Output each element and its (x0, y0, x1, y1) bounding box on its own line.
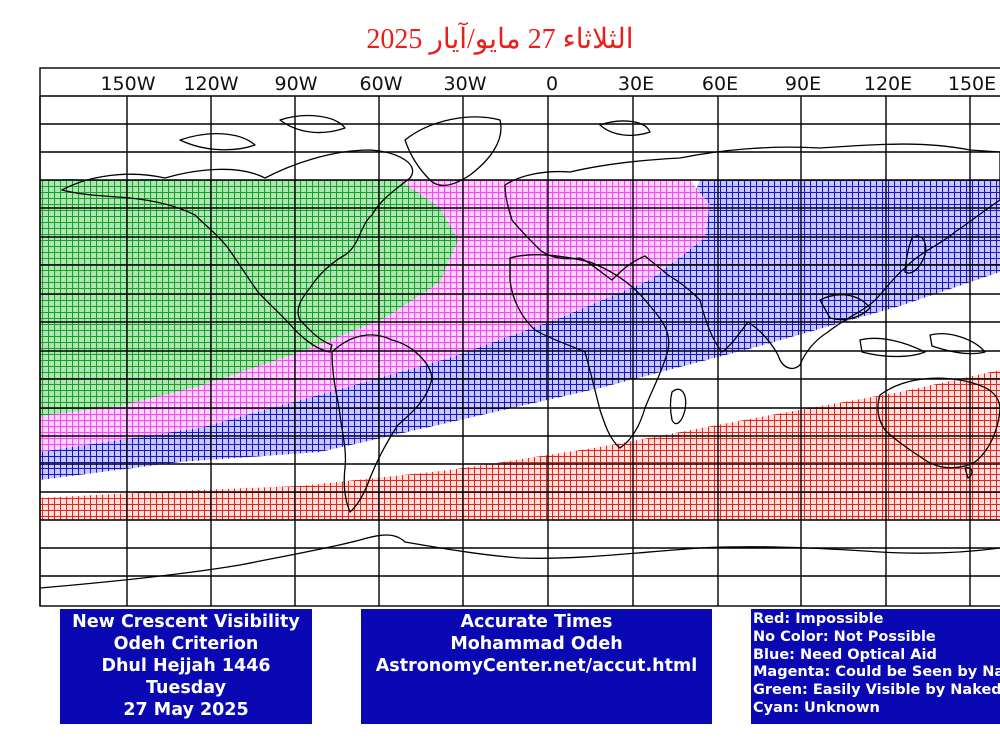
longitude-label: 90W (275, 73, 318, 95)
longitude-label: 120W (183, 73, 238, 95)
longitude-label: 60E (702, 73, 738, 95)
graticule (39, 95, 1000, 606)
longitude-label: 30E (618, 73, 654, 95)
longitude-label: 60W (360, 73, 403, 95)
longitude-label: 0 (546, 73, 558, 95)
longitude-label: 150E (948, 73, 996, 95)
credit-line: AstronomyCenter.net/accut.html (375, 656, 698, 676)
longitude-label: 120E (864, 73, 912, 95)
info-line: Odeh Criterion (113, 634, 259, 654)
longitude-label: 90E (785, 73, 821, 95)
map-frame (39, 67, 1000, 607)
map-title: الثلاثاء 27 مايو/آيار 2025 (366, 24, 634, 55)
legend-item: Red: Impossible (753, 611, 884, 627)
legend-item: Green: Easily Visible by Naked Eye (753, 682, 1000, 699)
credit-box: Accurate Times Mohammad Odeh AstronomyCe… (361, 609, 712, 724)
info-line: New Crescent Visibility (72, 612, 300, 632)
info-line: Dhul Hejjah 1446 (101, 656, 271, 676)
credit-line: Mohammad Odeh (450, 634, 623, 654)
visibility-map: 150W 120W 90W 60W 30W 0 30E 60E 90E 120E 150E (39, 67, 1000, 607)
info-line: 27 May 2025 (123, 700, 249, 720)
legend-item: Blue: Need Optical Aid (753, 646, 937, 663)
longitude-label: 30W (444, 73, 487, 95)
zone-impossible (40, 370, 1000, 520)
legend-item: No Color: Not Possible (753, 628, 936, 645)
legend-item: Cyan: Unknown (753, 699, 880, 716)
coastlines (39, 114, 1000, 589)
info-box: New Crescent Visibility Odeh Criterion D… (60, 609, 312, 724)
legend-item: Magenta: Could be Seen by Naked Eye (753, 664, 1000, 681)
legend-box: Red: Impossible No Color: Not Possible B… (751, 609, 1000, 724)
zone-easily-visible (40, 180, 458, 416)
longitude-labels: 150W 120W 90W 60W 30W 0 30E 60E 90E 120E 150E (100, 73, 996, 95)
info-line: Tuesday (146, 678, 226, 698)
credit-line: Accurate Times (460, 612, 613, 632)
longitude-label: 150W (100, 73, 155, 95)
